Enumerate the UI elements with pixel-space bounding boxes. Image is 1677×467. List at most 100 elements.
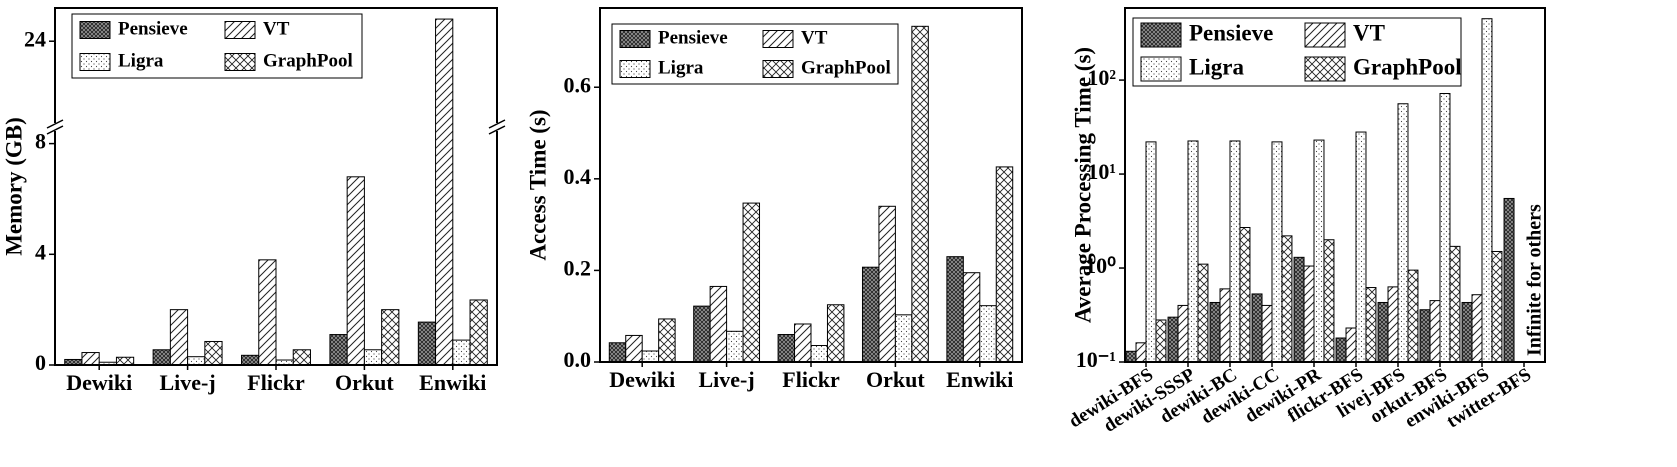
bar [1449, 245, 1461, 363]
plot-frame [599, 7, 1023, 363]
chart-panel: 0 4 8 24 Dewiki Live-j Flickr Orkut Enwiki Memory… [1, 7, 506, 395]
bar [1377, 301, 1389, 363]
bar [435, 18, 454, 366]
axis-break [488, 119, 506, 135]
y-tick-label: 4 [35, 239, 46, 264]
annotation: Infinite for others [1523, 204, 1545, 356]
y-tick-label: 10⁰ [1085, 253, 1116, 278]
legend-label: Pensieve [658, 27, 728, 48]
bar [1323, 239, 1335, 363]
bar [115, 356, 135, 366]
x-tick-label: Live-j [159, 370, 215, 395]
bar [1271, 141, 1283, 363]
bar [995, 166, 1014, 363]
bar [1429, 300, 1441, 363]
chart-panel: 10⁻¹10⁰10¹10²dewiki-BFSdewiki-SSSPdewiki… [1065, 7, 1546, 437]
bar [709, 285, 728, 363]
bar [1167, 316, 1179, 363]
legend-swatch [1304, 22, 1346, 48]
bar [1355, 131, 1367, 363]
bar [381, 309, 400, 366]
bar [152, 349, 171, 366]
bar [1239, 226, 1251, 363]
bar [1481, 18, 1493, 363]
legend-label: Ligra [1189, 54, 1244, 79]
bar [1419, 309, 1431, 363]
bar [204, 340, 223, 366]
y-axis-label: Access Time (s) [525, 109, 550, 260]
bar [417, 321, 437, 366]
bar [452, 339, 471, 366]
y-tick-label: 0.2 [564, 255, 592, 280]
bar [979, 305, 997, 363]
y-tick-label: 10¹ [1087, 159, 1116, 184]
legend-label: VT [1353, 20, 1385, 45]
bar [641, 350, 660, 363]
bar [329, 334, 348, 366]
bar [241, 354, 260, 366]
chart-panel: 0.0 0.2 0.4 0.6 Dewiki Live-j Flickr Orkut Enwik… [525, 7, 1023, 392]
legend-label: Pensieve [118, 18, 188, 39]
legend-swatch [1304, 56, 1346, 82]
bar [258, 259, 277, 366]
bar [962, 272, 981, 363]
legend-swatch [762, 60, 794, 78]
plot-frame [54, 7, 498, 366]
bar [861, 266, 880, 363]
x-tick-label: Enwiki [419, 370, 486, 395]
bar [1261, 304, 1273, 363]
legend-swatch [619, 60, 651, 78]
bar [1365, 287, 1377, 363]
y-tick-label: 24 [24, 26, 46, 51]
bar [1335, 337, 1347, 363]
x-tick-label: Flickr [247, 370, 305, 395]
y-tick-label: 0 [35, 350, 46, 375]
bar [826, 304, 845, 363]
bar [726, 330, 744, 363]
legend-box [71, 13, 363, 79]
bar [1461, 301, 1473, 363]
bar [1135, 342, 1147, 363]
legend-label: GraphPool [801, 57, 891, 78]
bar [894, 314, 913, 363]
legend-label: Ligra [658, 57, 704, 78]
x-tick-label: Dewiki [66, 370, 132, 395]
bar [1313, 139, 1325, 363]
x-tick-label: Orkut [335, 370, 394, 395]
y-axis-label: Memory (GB) [1, 117, 26, 256]
plot-frame [1124, 7, 1546, 363]
bar [742, 202, 761, 363]
bar [1219, 288, 1231, 363]
bar [1397, 103, 1409, 363]
legend-swatch [79, 53, 111, 71]
y-tick-label: 10² [1087, 65, 1116, 90]
y-tick-label: 0.4 [564, 164, 592, 189]
bar [1303, 265, 1315, 363]
legend-swatch [1140, 22, 1182, 48]
bar [658, 318, 676, 363]
legend-label: GraphPool [1353, 54, 1462, 79]
x-tick-label: Enwiki [946, 367, 1013, 392]
bar [625, 334, 643, 363]
bar [1439, 92, 1451, 363]
bar [1407, 269, 1419, 363]
bar [946, 256, 964, 363]
legend-label: VT [801, 27, 828, 48]
legend-label: GraphPool [263, 50, 353, 71]
bar [346, 176, 365, 366]
bar [363, 349, 383, 366]
bar [1503, 197, 1515, 363]
bar [1209, 301, 1221, 363]
axis-break-gap [494, 123, 500, 131]
bar [1345, 327, 1357, 363]
axis-break [46, 119, 64, 135]
bar [1293, 256, 1305, 363]
bar [1187, 140, 1199, 363]
axis-break-gap [52, 123, 58, 131]
x-tick-label: Orkut [866, 367, 925, 392]
legend-box [611, 23, 899, 85]
legend-label: Pensieve [1189, 20, 1273, 45]
legend-swatch [762, 30, 794, 48]
bar [292, 349, 311, 366]
legend-label: Ligra [118, 50, 164, 71]
